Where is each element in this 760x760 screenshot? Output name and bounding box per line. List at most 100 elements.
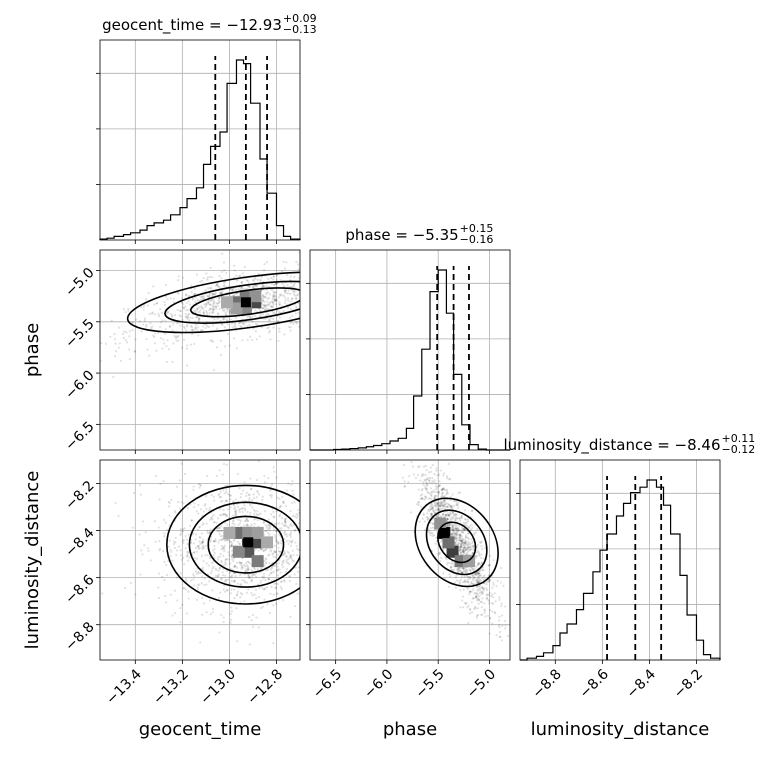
- sample-point: [316, 290, 318, 292]
- sample-point: [169, 539, 172, 542]
- sample-point: [410, 460, 413, 464]
- sample-point: [257, 460, 261, 463]
- sample-point: [420, 475, 424, 478]
- sample-point: [262, 588, 265, 591]
- sample-point: [212, 368, 216, 372]
- sample-point: [458, 524, 461, 527]
- sample-point: [159, 482, 162, 485]
- sample-point: [248, 314, 251, 317]
- sample-point: [431, 534, 434, 537]
- sample-point: [243, 504, 246, 507]
- sample-point: [463, 528, 466, 532]
- sample-point: [147, 291, 150, 295]
- sample-point: [253, 508, 256, 512]
- sample-point: [435, 515, 439, 518]
- sample-point: [438, 473, 441, 476]
- sample-point: [475, 595, 478, 598]
- sample-point: [245, 494, 248, 497]
- sample-point: [453, 513, 456, 517]
- sample-point: [283, 289, 286, 292]
- sample-point: [271, 305, 274, 309]
- sample-point: [292, 291, 295, 294]
- sample-point: [247, 568, 251, 571]
- sample-point: [477, 551, 480, 554]
- sample-point: [357, 275, 359, 277]
- sample-point: [230, 555, 234, 558]
- sample-point: [195, 316, 198, 319]
- sample-point: [185, 325, 189, 328]
- sample-point: [425, 484, 428, 487]
- sample-point: [289, 556, 292, 559]
- sample-point: [146, 547, 149, 550]
- sample-point: [305, 573, 307, 575]
- sample-point: [278, 550, 282, 554]
- sample-point: [167, 505, 171, 508]
- sample-point: [284, 299, 287, 302]
- sample-point: [464, 549, 467, 552]
- sample-point: [256, 278, 259, 281]
- sample-point: [204, 288, 207, 292]
- sample-point: [325, 286, 327, 288]
- sample-point: [483, 587, 486, 590]
- sample-point: [114, 342, 117, 345]
- sample-point: [260, 275, 263, 278]
- sample-point: [270, 513, 273, 516]
- sample-point: [281, 560, 284, 563]
- sample-point: [272, 293, 276, 296]
- sample-point: [178, 479, 181, 482]
- sample-point: [337, 277, 339, 279]
- sample-point: [446, 505, 449, 508]
- sample-point: [320, 289, 322, 291]
- sample-point: [302, 292, 304, 294]
- sample-point: [225, 563, 228, 566]
- sample-point: [464, 548, 468, 551]
- sample-point: [468, 612, 472, 615]
- sample-point: [477, 562, 480, 566]
- sample-point: [480, 613, 484, 616]
- sample-point: [349, 541, 351, 543]
- sample-point: [285, 261, 288, 264]
- sample-point: [220, 544, 223, 548]
- sample-point: [325, 287, 327, 289]
- sample-point: [185, 301, 188, 305]
- sample-point: [227, 558, 230, 561]
- sample-point: [290, 557, 293, 560]
- sample-point: [296, 514, 299, 517]
- sample-point: [205, 323, 208, 326]
- sample-point: [463, 581, 466, 584]
- sample-point: [375, 306, 377, 308]
- sample-point: [201, 329, 204, 332]
- sample-point: [516, 668, 518, 670]
- sample-point: [275, 509, 278, 513]
- sample-point: [244, 562, 248, 565]
- sample-point: [264, 557, 267, 560]
- sample-point: [257, 595, 261, 599]
- sample-point: [274, 283, 278, 286]
- sample-point: [238, 561, 241, 564]
- sample-point: [225, 318, 228, 321]
- sample-point: [292, 322, 295, 325]
- sample-point: [314, 533, 316, 535]
- axis-frame: [99, 459, 301, 661]
- sample-point: [200, 298, 203, 301]
- sample-point: [168, 514, 171, 517]
- sample-point: [438, 503, 441, 506]
- sample-point: [246, 338, 249, 342]
- sample-point: [254, 588, 258, 591]
- sample-point: [452, 528, 456, 531]
- sample-point: [302, 281, 304, 283]
- sample-point: [211, 294, 214, 297]
- sample-point: [243, 265, 246, 269]
- sample-point: [304, 262, 306, 264]
- sample-point: [305, 600, 307, 602]
- sample-point: [218, 493, 221, 496]
- sample-point: [496, 579, 499, 583]
- sample-point: [339, 563, 341, 565]
- sample-point: [217, 529, 220, 532]
- sample-point: [276, 574, 280, 577]
- sample-point: [459, 550, 462, 553]
- sample-point: [253, 518, 256, 521]
- sample-point: [275, 562, 279, 566]
- sample-point: [318, 562, 320, 564]
- sample-point: [167, 348, 171, 351]
